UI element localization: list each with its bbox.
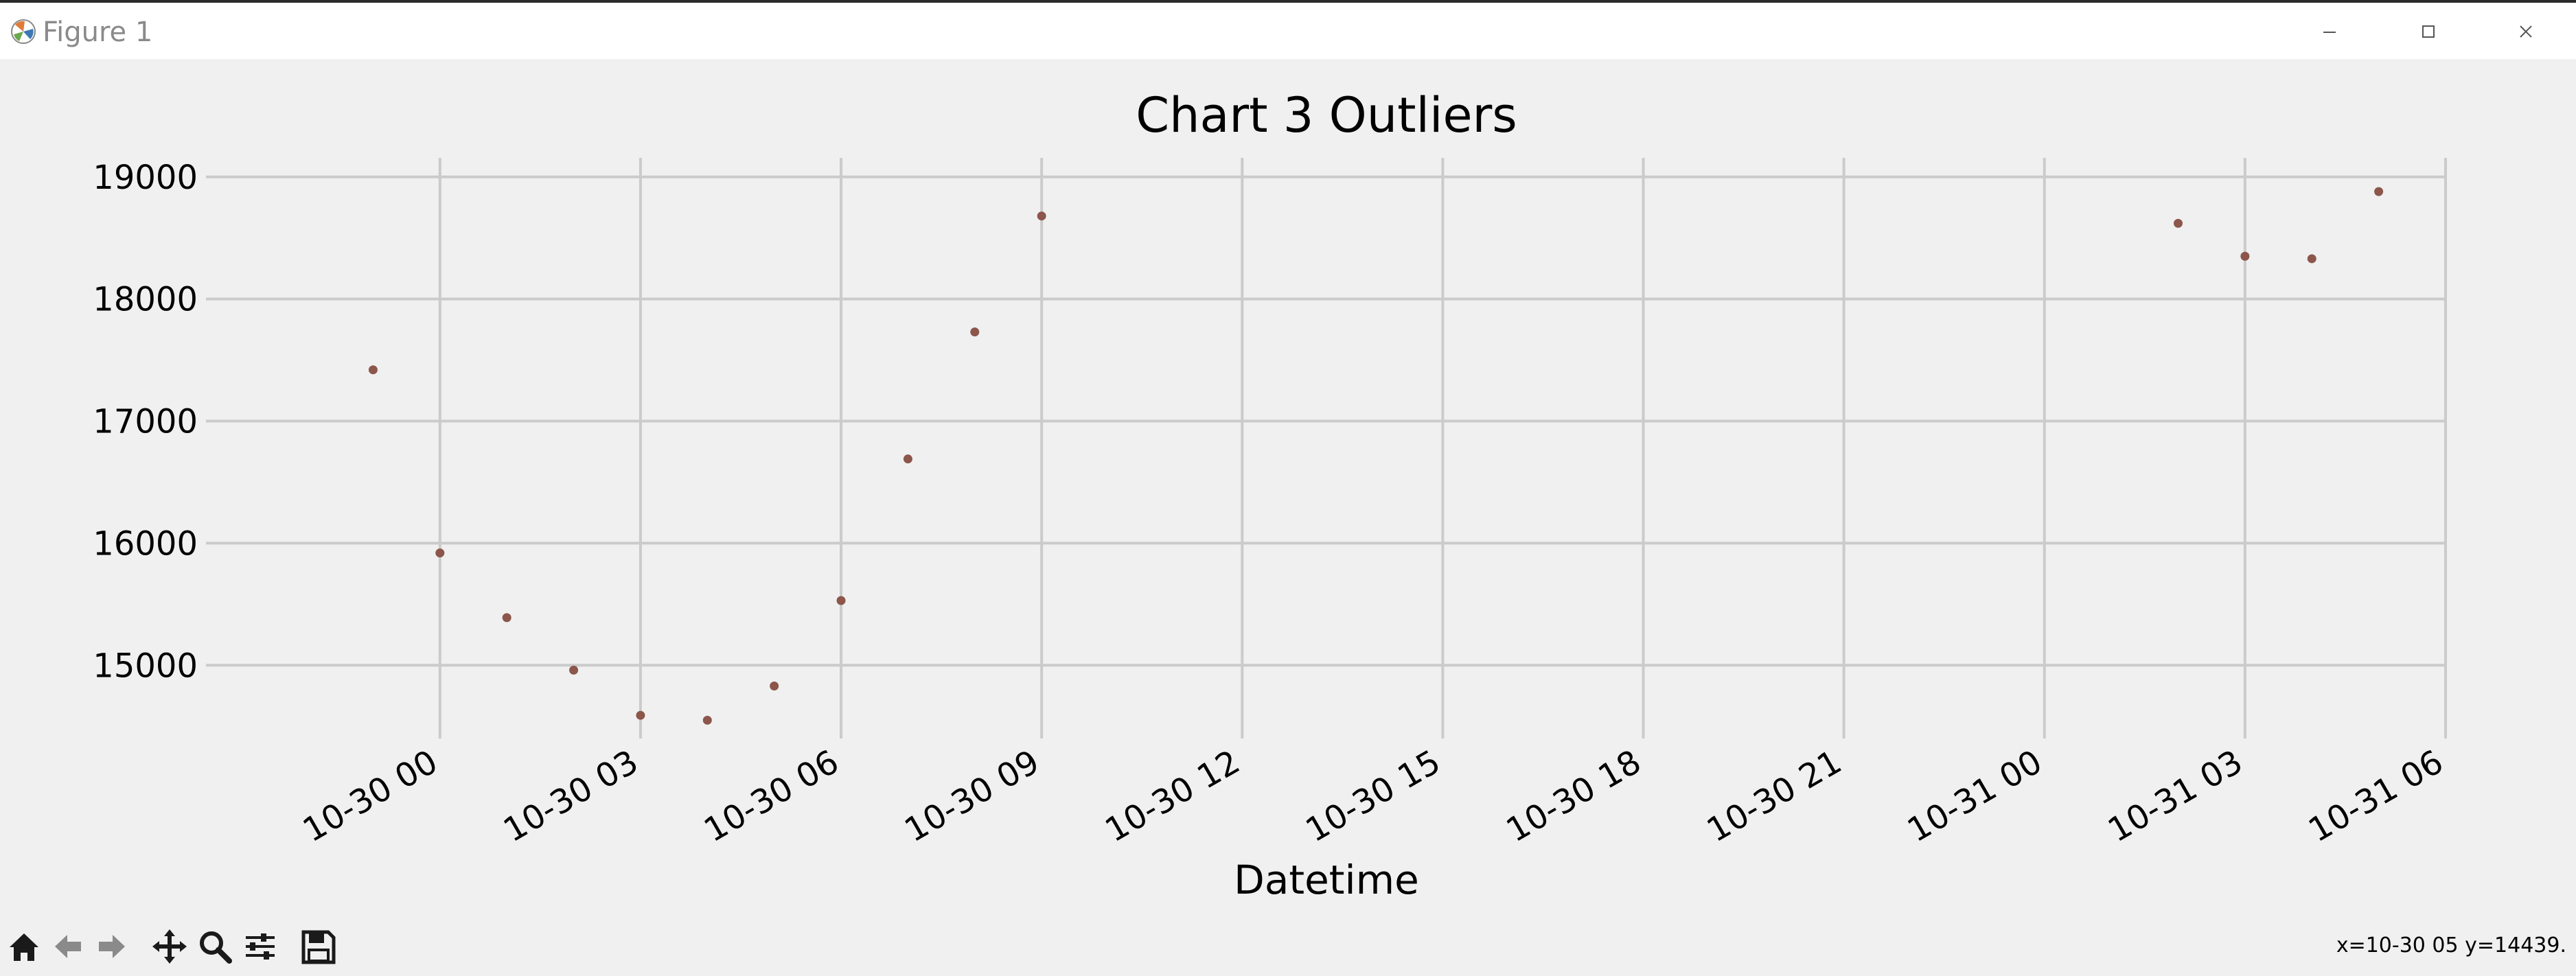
data-points xyxy=(368,187,2384,725)
x-tick-label: 10-30 21 xyxy=(1701,743,1848,850)
pan-move-icon[interactable] xyxy=(150,927,189,966)
y-tick-label: 19000 xyxy=(93,159,198,197)
matplotlib-logo-icon xyxy=(11,19,36,44)
x-tick-label: 10-31 00 xyxy=(1901,743,2049,850)
data-point xyxy=(368,365,378,375)
close-icon[interactable] xyxy=(2510,18,2542,45)
scatter-chart: 15000 16000 17000 18000 19000 10-30 00 10-30 0… xyxy=(93,87,2450,903)
x-tick-label: 10-30 00 xyxy=(297,743,444,850)
x-tick-label: 10-30 15 xyxy=(1300,743,1447,850)
x-tick-label: 10-30 12 xyxy=(1099,743,1246,850)
axes: 15000 16000 17000 18000 19000 10-30 00 10-30 0… xyxy=(93,159,2450,850)
window-title: Figure 1 xyxy=(43,16,153,48)
data-point xyxy=(2374,187,2384,196)
data-point xyxy=(435,548,445,558)
data-point xyxy=(569,665,579,675)
y-tick-label: 18000 xyxy=(93,281,198,319)
x-tick-label: 10-31 06 xyxy=(2302,743,2450,850)
data-point xyxy=(2307,254,2316,264)
minimize-icon[interactable] xyxy=(2314,18,2345,45)
data-point xyxy=(2240,251,2250,261)
x-tick-label: 10-30 03 xyxy=(497,743,645,850)
data-point xyxy=(1037,211,1046,221)
data-point xyxy=(903,454,912,464)
y-tick-label: 16000 xyxy=(93,524,198,563)
x-tick-label: 10-30 18 xyxy=(1500,743,1648,850)
data-point xyxy=(770,682,779,691)
zoom-magnifier-icon[interactable] xyxy=(195,927,235,966)
data-point xyxy=(970,327,980,337)
data-point xyxy=(502,613,511,623)
home-icon[interactable] xyxy=(4,927,44,966)
chart-title: Chart 3 Outliers xyxy=(1136,87,1517,143)
x-axis-label: Datetime xyxy=(1234,857,1419,903)
cursor-coordinates: x=10-30 05 y=14439. xyxy=(2336,933,2566,957)
window-titlebar: Figure 1 xyxy=(0,0,2576,59)
maximize-icon[interactable] xyxy=(2413,18,2444,45)
navigation-toolbar xyxy=(0,920,2576,975)
y-tick-label: 17000 xyxy=(93,403,198,441)
x-tick-label: 10-30 09 xyxy=(898,743,1046,850)
save-floppy-icon[interactable] xyxy=(298,927,338,966)
grid-lines xyxy=(206,158,2447,739)
forward-arrow-icon[interactable] xyxy=(92,927,132,966)
x-tick-label: 10-31 03 xyxy=(2102,743,2249,850)
data-point xyxy=(836,596,846,605)
y-tick-label: 15000 xyxy=(93,647,198,685)
data-point xyxy=(636,710,645,720)
x-tick-label: 10-30 06 xyxy=(698,743,845,850)
data-point xyxy=(702,715,712,725)
data-point xyxy=(2174,218,2183,228)
configure-subplots-icon[interactable] xyxy=(240,927,280,966)
back-arrow-icon[interactable] xyxy=(48,927,88,966)
